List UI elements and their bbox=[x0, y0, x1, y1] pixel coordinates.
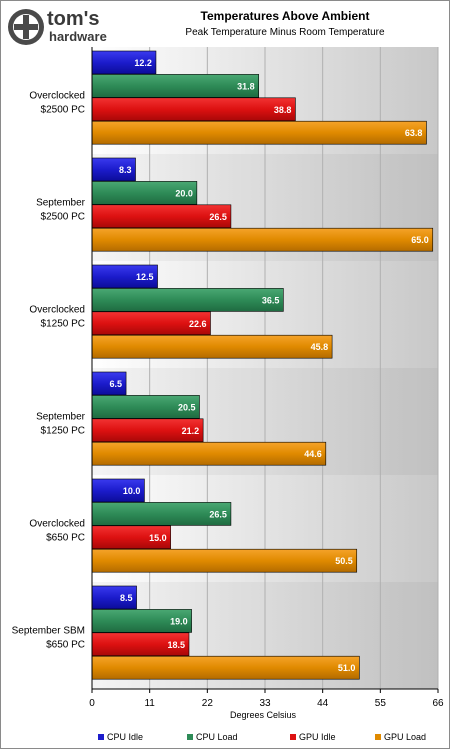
legend-item: GPU Load bbox=[375, 732, 426, 742]
bar-value-label: 50.5 bbox=[335, 556, 353, 566]
bar-value-label: 10.0 bbox=[123, 486, 141, 496]
chart-title: Temperatures Above Ambient bbox=[200, 9, 370, 23]
legend-item: CPU Idle bbox=[98, 732, 143, 742]
bar-value-label: 18.5 bbox=[167, 640, 185, 650]
legend-item: GPU Idle bbox=[290, 732, 336, 742]
legend-label: GPU Idle bbox=[299, 732, 336, 742]
bar-gpu-load bbox=[91, 441, 327, 466]
legend-swatch bbox=[290, 734, 296, 740]
x-tick-labels: 0 11 22 33 44 55 66 bbox=[89, 689, 444, 709]
bar-cpu-load bbox=[91, 288, 284, 312]
category-label: Overclocked $1250 PC bbox=[29, 305, 85, 330]
bar-gpu-load bbox=[91, 227, 434, 252]
x-axis-label: Degrees Celsius bbox=[230, 710, 297, 720]
bar-value-label: 65.0 bbox=[411, 235, 429, 245]
bar-value-label: 31.8 bbox=[237, 81, 255, 91]
bar-value-label: 8.3 bbox=[119, 165, 132, 175]
legend-label: GPU Load bbox=[384, 732, 427, 742]
legend-label: CPU Load bbox=[196, 732, 238, 742]
bar-value-label: 38.8 bbox=[274, 105, 292, 115]
category-label: Overclocked $2500 PC bbox=[29, 91, 85, 116]
bar-gpu-idle bbox=[91, 97, 296, 122]
legend: CPU Idle CPU Load GPU Idle GPU Load bbox=[1, 732, 449, 746]
x-tick-label: 55 bbox=[375, 698, 387, 709]
plot-area: 12.2 31.8 38.8 63.8 8.3 20.0 26.5 65.0 12.5 36.5 2… bbox=[12, 47, 444, 720]
category-label: September SBM $650 PC bbox=[12, 626, 85, 651]
bar-value-label: 22.6 bbox=[189, 319, 207, 329]
bar-value-label: 44.6 bbox=[304, 449, 322, 459]
bar-value-label: 36.5 bbox=[262, 295, 280, 305]
tomshardware-logo: tom's hardware bbox=[8, 8, 107, 45]
bar-cpu-load bbox=[91, 74, 260, 98]
bar-value-label: 8.5 bbox=[120, 593, 133, 603]
bar-value-label: 51.0 bbox=[338, 663, 356, 673]
legend-label: CPU Idle bbox=[107, 732, 144, 742]
category-label: Overclocked $650 PC bbox=[29, 519, 85, 544]
bar-value-label: 63.8 bbox=[405, 128, 423, 138]
x-tick-label: 22 bbox=[202, 698, 214, 709]
bar-value-label: 15.0 bbox=[149, 533, 167, 543]
bar-gpu-load bbox=[91, 548, 358, 573]
bar-gpu-load bbox=[91, 334, 333, 359]
bar-value-label: 26.5 bbox=[209, 509, 227, 519]
bar-value-label: 12.2 bbox=[134, 58, 152, 68]
x-tick-label: 0 bbox=[89, 698, 95, 709]
bar-value-label: 20.5 bbox=[178, 402, 196, 412]
legend-swatch bbox=[98, 734, 104, 740]
bar-gpu-load bbox=[91, 655, 360, 680]
bar-gpu-load bbox=[91, 120, 427, 145]
x-tick-label: 11 bbox=[144, 698, 155, 709]
bar-value-label: 21.2 bbox=[182, 426, 200, 436]
x-tick-label: 44 bbox=[317, 698, 329, 709]
legend-swatch bbox=[187, 734, 193, 740]
legend-swatch bbox=[375, 734, 381, 740]
legend-item: CPU Load bbox=[187, 732, 238, 742]
x-tick-label: 33 bbox=[259, 698, 271, 709]
bar-value-label: 45.8 bbox=[311, 342, 329, 352]
category-label: September $2500 PC bbox=[36, 198, 86, 223]
chart-subtitle: Peak Temperature Minus Room Temperature bbox=[185, 27, 385, 38]
logo-text-bottom: hardware bbox=[49, 29, 107, 44]
bars-group: 12.2 31.8 38.8 63.8 8.3 20.0 26.5 65.0 12.5 36.5 2… bbox=[91, 50, 434, 680]
bar-value-label: 20.0 bbox=[175, 188, 193, 198]
category-label: September $1250 PC bbox=[36, 412, 86, 437]
logo-text-top: tom's bbox=[47, 8, 100, 30]
bar-value-label: 12.5 bbox=[136, 272, 154, 282]
bar-value-label: 19.0 bbox=[170, 616, 188, 626]
bar-value-label: 6.5 bbox=[110, 379, 123, 389]
x-tick-label: 66 bbox=[432, 698, 444, 709]
category-labels: Overclocked $2500 PC September $2500 PC Over… bbox=[12, 91, 86, 651]
bar-value-label: 26.5 bbox=[209, 212, 227, 222]
